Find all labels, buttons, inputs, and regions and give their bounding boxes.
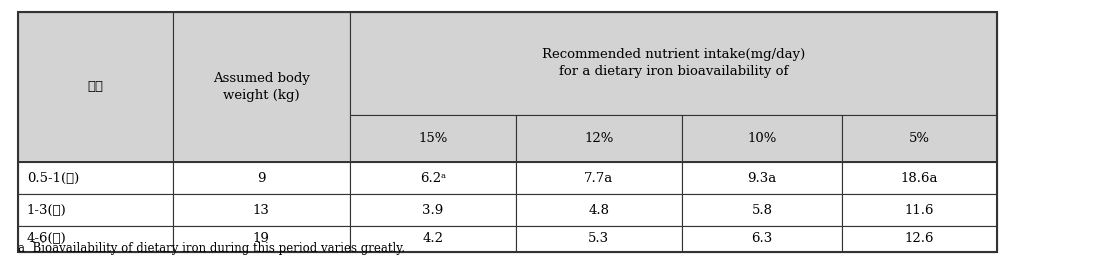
Bar: [349, 12, 997, 115]
Bar: [682, 162, 842, 194]
Bar: [842, 115, 997, 162]
Text: 9.3a: 9.3a: [747, 172, 776, 185]
Text: 13: 13: [253, 204, 269, 216]
Text: 0.5-1(세): 0.5-1(세): [27, 172, 79, 185]
Text: 12%: 12%: [584, 132, 613, 145]
Text: Recommended nutrient intake(mg/day)
for a dietary iron bioavailability of: Recommended nutrient intake(mg/day) for …: [542, 48, 805, 78]
Text: 4-6(세): 4-6(세): [27, 232, 67, 245]
Bar: [516, 226, 682, 252]
Bar: [18, 194, 173, 226]
Bar: [682, 226, 842, 252]
Bar: [349, 226, 516, 252]
Text: 4.2: 4.2: [423, 232, 444, 245]
Bar: [516, 115, 682, 162]
Text: Assumed body
weight (kg): Assumed body weight (kg): [213, 72, 309, 102]
Bar: [842, 194, 997, 226]
Text: 연령: 연령: [88, 80, 103, 93]
Bar: [18, 12, 173, 162]
Text: 6.3: 6.3: [751, 232, 773, 245]
Bar: [516, 194, 682, 226]
Text: 4.8: 4.8: [588, 204, 609, 216]
Text: 7.7a: 7.7a: [584, 172, 613, 185]
Bar: [682, 194, 842, 226]
Text: 12.6: 12.6: [905, 232, 934, 245]
Bar: [173, 194, 349, 226]
Text: 18.6a: 18.6a: [901, 172, 938, 185]
Text: 6.2ᵃ: 6.2ᵃ: [419, 172, 446, 185]
Text: 19: 19: [253, 232, 269, 245]
Bar: [173, 226, 349, 252]
Bar: [842, 162, 997, 194]
Text: a  Bioavailability of dietary iron during this period varies greatly.: a Bioavailability of dietary iron during…: [18, 241, 405, 255]
Bar: [349, 115, 516, 162]
Text: 1-3(세): 1-3(세): [27, 204, 67, 216]
Bar: [173, 12, 349, 162]
Text: 15%: 15%: [418, 132, 448, 145]
Bar: [842, 226, 997, 252]
Text: 5%: 5%: [909, 132, 930, 145]
Bar: [18, 162, 173, 194]
Bar: [18, 12, 997, 252]
Bar: [349, 162, 516, 194]
Bar: [516, 162, 682, 194]
Bar: [682, 115, 842, 162]
Text: 9: 9: [257, 172, 265, 185]
Text: 5.3: 5.3: [588, 232, 609, 245]
Bar: [349, 194, 516, 226]
Bar: [18, 226, 173, 252]
Text: 5.8: 5.8: [752, 204, 772, 216]
Text: 11.6: 11.6: [905, 204, 934, 216]
Bar: [173, 162, 349, 194]
Text: 10%: 10%: [747, 132, 776, 145]
Text: 3.9: 3.9: [423, 204, 444, 216]
